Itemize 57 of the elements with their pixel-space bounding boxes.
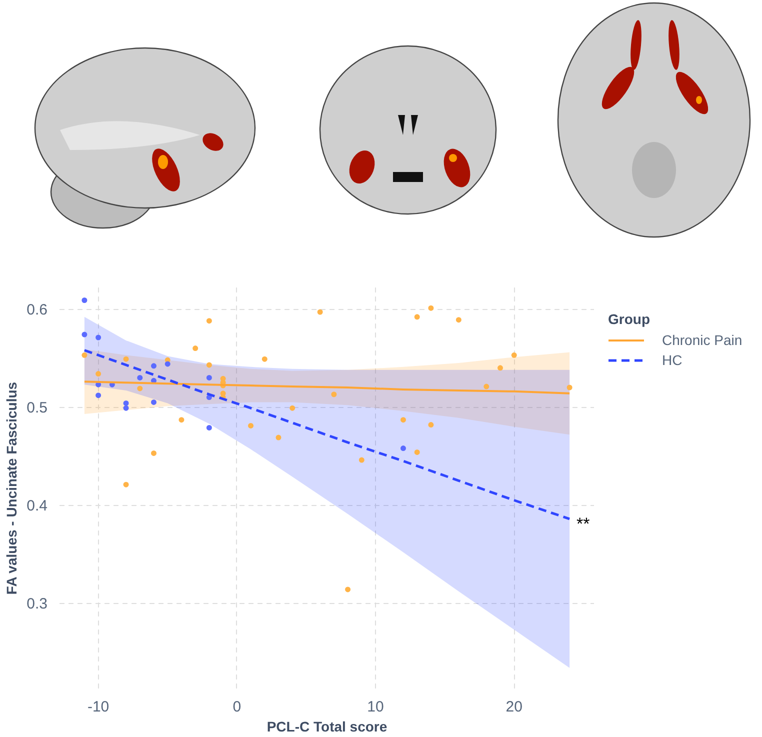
point bbox=[192, 346, 198, 352]
point bbox=[96, 392, 102, 398]
legend-title: Group bbox=[608, 311, 651, 327]
y-tick-label: 0.3 bbox=[26, 596, 48, 613]
line-series bbox=[83, 349, 571, 520]
y-tick-label: 0.5 bbox=[26, 400, 48, 417]
point bbox=[276, 434, 282, 440]
point bbox=[248, 422, 254, 428]
point bbox=[206, 424, 212, 430]
point bbox=[151, 399, 156, 405]
y-tick-label: 0.4 bbox=[26, 498, 48, 515]
point bbox=[151, 363, 156, 369]
point bbox=[123, 482, 129, 488]
point bbox=[331, 392, 337, 398]
y-axis-title: FA values - Uncinate Fasciculus bbox=[4, 382, 20, 595]
x-tick-label: 0 bbox=[232, 698, 242, 716]
point bbox=[151, 450, 156, 456]
point bbox=[414, 449, 420, 455]
point bbox=[400, 417, 406, 423]
point bbox=[137, 386, 143, 392]
point bbox=[164, 361, 170, 367]
point bbox=[345, 586, 351, 592]
x-axis-title: PCL-C Total score bbox=[266, 718, 388, 734]
x-tick-label: 20 bbox=[506, 698, 522, 716]
x-tick-label: -10 bbox=[87, 698, 110, 716]
point bbox=[400, 446, 406, 452]
point bbox=[290, 405, 296, 411]
point bbox=[178, 417, 184, 423]
x-tick-label: 10 bbox=[367, 698, 384, 716]
point bbox=[206, 362, 212, 368]
legend-label: Chronic Pain bbox=[662, 332, 742, 348]
point bbox=[511, 352, 517, 358]
point bbox=[414, 314, 420, 320]
point bbox=[82, 298, 88, 303]
point bbox=[206, 374, 212, 380]
line-series bbox=[83, 380, 571, 394]
point bbox=[82, 352, 88, 358]
annotation: ** bbox=[576, 514, 590, 534]
point bbox=[96, 371, 102, 377]
point bbox=[317, 309, 323, 315]
point bbox=[123, 405, 129, 411]
point bbox=[137, 374, 143, 380]
point bbox=[206, 318, 212, 324]
y-tick-label: 0.6 bbox=[26, 302, 48, 319]
point bbox=[262, 356, 268, 362]
point bbox=[428, 422, 434, 428]
point bbox=[82, 332, 88, 338]
point bbox=[498, 365, 503, 371]
point bbox=[123, 356, 129, 362]
point bbox=[566, 384, 572, 390]
point bbox=[484, 384, 490, 390]
legend-label: HC bbox=[662, 352, 682, 368]
point bbox=[123, 400, 129, 406]
point bbox=[428, 305, 434, 311]
point bbox=[358, 457, 364, 463]
point bbox=[96, 334, 102, 340]
point bbox=[456, 317, 462, 323]
